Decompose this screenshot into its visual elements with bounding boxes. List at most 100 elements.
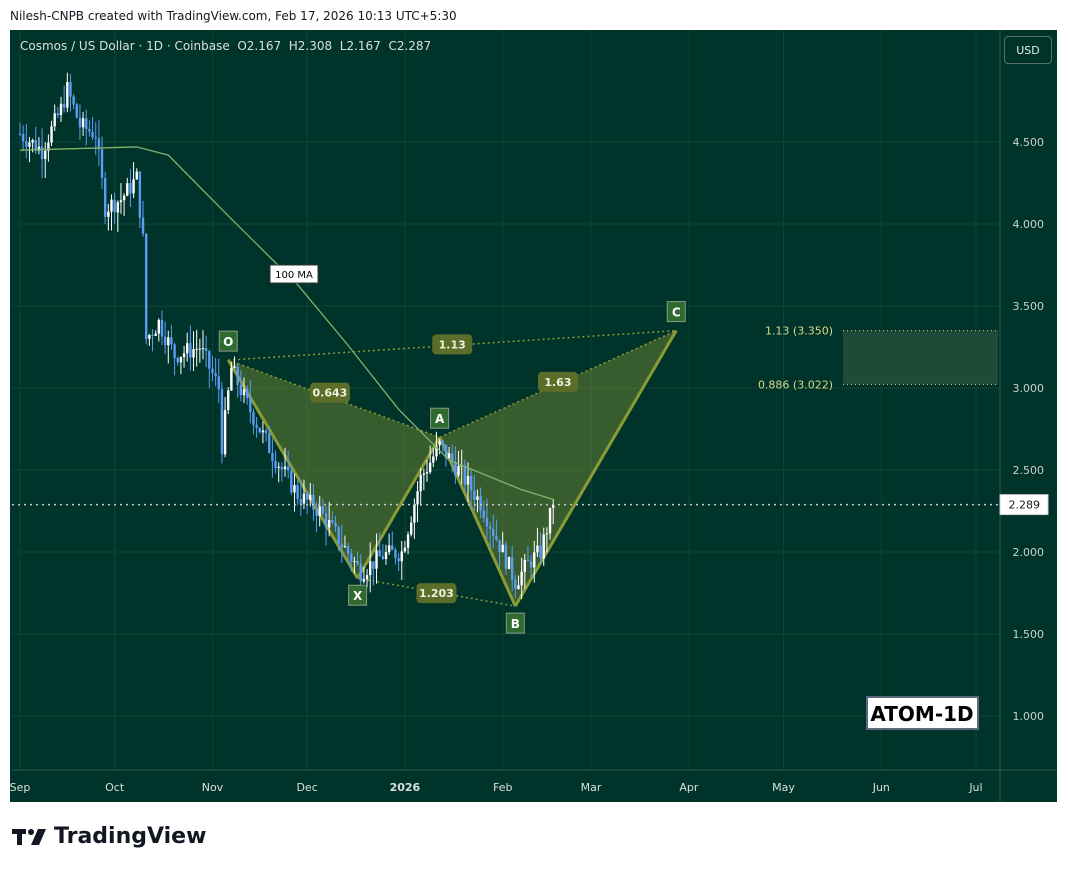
candle-body [37,146,41,151]
candle-body [517,585,520,590]
candle-body [428,462,432,473]
candle-body [435,445,438,457]
candle-body [44,150,47,160]
candle-body [501,544,504,553]
candle-body [419,474,422,492]
chart-pane[interactable] [10,30,1057,802]
candle-body [110,199,113,212]
y-tick-label: 3.000 [1013,382,1045,395]
candle-body [353,561,356,563]
candle-body [498,539,501,553]
candle-body [359,563,362,582]
candle-body [242,389,246,396]
candle-body [337,526,340,545]
y-tick-label: 2.000 [1013,546,1045,559]
candle-body [410,522,413,535]
candle-body [305,493,309,500]
candle-body [283,466,287,470]
x-tick-label: Apr [679,781,699,794]
y-tick-label: 4.000 [1013,218,1045,231]
ma-label-box [269,264,319,284]
candle-body [542,534,545,559]
pattern-leg [226,359,359,580]
candle-body [432,456,435,463]
x-tick-label: 2026 [390,781,421,794]
candle-body [28,142,31,147]
candle-body [163,336,167,346]
candle-body [59,103,63,116]
fib-level-label: 1.13 (3.350) [765,325,833,338]
candle-body [318,506,321,517]
candle-body [107,211,110,217]
candle-body [365,575,369,580]
candle-body [25,141,28,147]
candle-body [245,389,249,398]
candle-body [400,551,403,562]
candle-body [66,81,69,108]
candle-body [312,494,315,510]
candle-body [372,561,375,569]
candle-body [375,550,378,569]
candle-body [286,466,290,471]
pattern-point-C: C [672,306,681,320]
candle-body [495,536,498,540]
candle-body [507,556,511,569]
brand-name: TradingView [54,824,207,849]
candle-body [441,440,444,445]
candle-body [504,544,508,569]
candle-body [290,470,293,493]
currency-button[interactable]: USD [1004,36,1052,64]
x-tick-label: Feb [493,781,512,794]
x-tick-label: Jul [968,781,982,794]
candle-body [315,509,318,517]
candle-body [208,351,211,369]
candle-body [369,561,372,576]
candle-body [460,465,463,467]
candle-body [141,217,145,234]
tradingview-logo: TradingView [12,824,206,849]
candle-body [324,513,328,528]
x-tick-label: Dec [296,781,317,794]
candle-body [451,453,454,462]
candle-body [135,171,138,180]
candle-body [186,343,189,354]
candle-body [334,522,337,527]
pattern-point-box [666,301,686,323]
pattern-ratio-line [439,329,677,438]
fib-level-label: 0.886 (3.022) [758,378,833,391]
y-tick-label: 1.500 [1013,628,1045,641]
pattern-point-B: B [511,617,520,631]
candle-body [545,533,549,535]
candle-body [469,476,473,491]
target-zone-box [843,330,998,385]
candle-body [85,118,88,129]
ratio-label-OC: 1.13 [439,338,466,351]
ratio-label-box [416,583,457,604]
candle-body [160,319,164,337]
ratio-label-XB: 1.203 [419,587,454,600]
candle-body [302,493,306,504]
candle-body [473,490,476,500]
candle-body [249,397,252,413]
candle-body [551,504,555,508]
candle-body [422,473,426,475]
candle-body [492,528,495,537]
candle-body [40,146,44,160]
candle-body [192,349,195,358]
tradingview-logo-icon [12,828,46,845]
candle-body [195,348,198,350]
candle-body [157,319,161,334]
candle-body [116,202,120,213]
candle-body [151,334,154,336]
candle-body [476,496,479,500]
candle-body [425,472,429,474]
candle-body [533,552,536,568]
candle-body [331,520,334,523]
candle-body [189,343,192,358]
candle-body [520,571,523,586]
y-tick-label: 1.000 [1013,710,1045,723]
pattern-leg [514,329,678,607]
candle-body [271,452,274,461]
y-tick-label: 2.500 [1013,464,1045,477]
